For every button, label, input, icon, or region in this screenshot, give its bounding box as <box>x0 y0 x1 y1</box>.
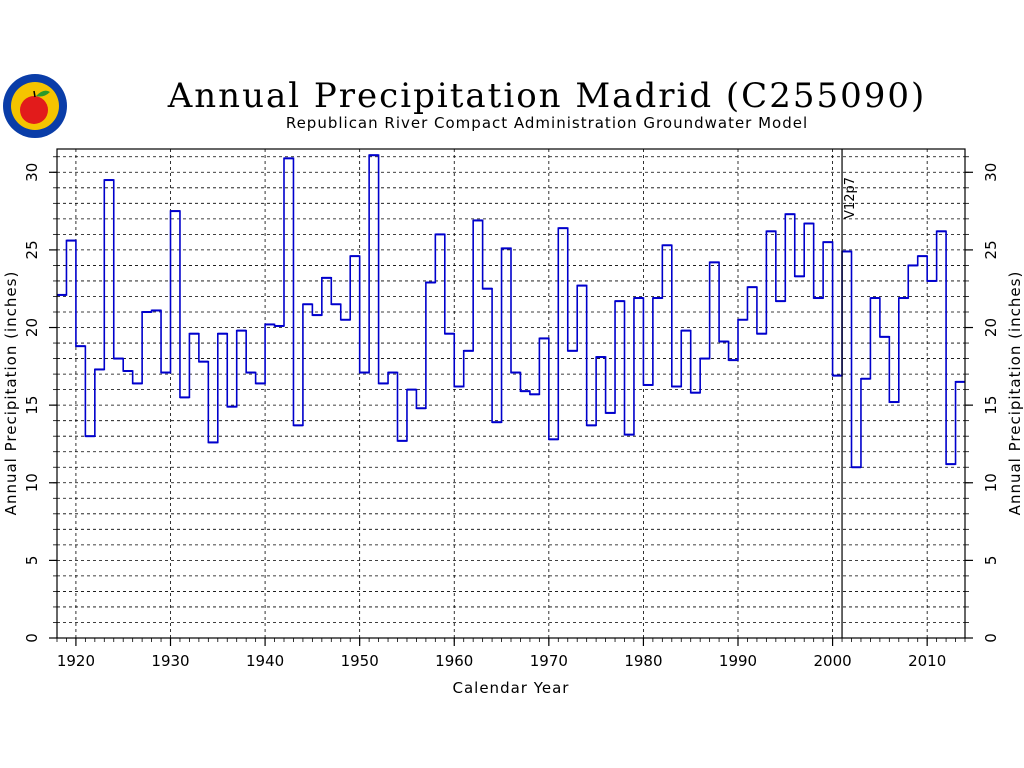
chart-subtitle: Republican River Compact Administration … <box>286 114 808 132</box>
y-tick-label-right: 20 <box>982 318 1000 337</box>
annotation-label: V12p7 <box>843 177 858 219</box>
annotation-layer: V12p7 <box>841 149 858 638</box>
apple-seal-icon <box>20 96 48 124</box>
x-axis-label: Calendar Year <box>453 679 570 697</box>
y-tick-label-right: 0 <box>982 633 1000 643</box>
y-tick-label-left: 15 <box>23 396 41 415</box>
x-tick-label: 1960 <box>435 652 473 670</box>
y-tick-label-left: 25 <box>23 240 41 259</box>
x-tick-label: 1940 <box>246 652 284 670</box>
x-tick-label: 1930 <box>151 652 189 670</box>
y-tick-label-right: 5 <box>982 556 1000 566</box>
x-tick-label: 1950 <box>341 652 379 670</box>
y-tick-label-left: 10 <box>23 473 41 492</box>
leaf-icon <box>36 90 50 97</box>
y-tick-label-right: 25 <box>982 240 1000 259</box>
x-tick-label: 2000 <box>813 652 851 670</box>
y-axis-label-left: Annual Precipitation (inches) <box>2 271 20 516</box>
apple-stem <box>33 90 36 98</box>
y-tick-label-left: 0 <box>23 633 41 643</box>
x-tick-label: 1920 <box>57 652 95 670</box>
plot-frame <box>56 148 966 639</box>
y-tick-label-right: 15 <box>982 396 1000 415</box>
x-tick-label: 1980 <box>624 652 662 670</box>
precipitation-step-line <box>57 154 965 469</box>
chart-title: Annual Precipitation Madrid (C255090) <box>167 76 927 116</box>
series-layer <box>57 154 965 469</box>
x-tick-label: 2010 <box>908 652 946 670</box>
x-tick-label: 1990 <box>719 652 757 670</box>
y-tick-label-left: 30 <box>23 163 41 182</box>
y-tick-label-left: 5 <box>23 556 41 566</box>
y-tick-label-left: 20 <box>23 318 41 337</box>
y-tick-label-right: 10 <box>982 473 1000 492</box>
logo-seal <box>3 74 67 138</box>
y-axis-label-right: Annual Precipitation (inches) <box>1006 271 1024 516</box>
tick-labels: 1920 1930 1940 1950 1960 1970 1980 1990 2000 2010… <box>23 163 1000 670</box>
x-tick-label: 1970 <box>530 652 568 670</box>
y-tick-label-right: 30 <box>982 163 1000 182</box>
